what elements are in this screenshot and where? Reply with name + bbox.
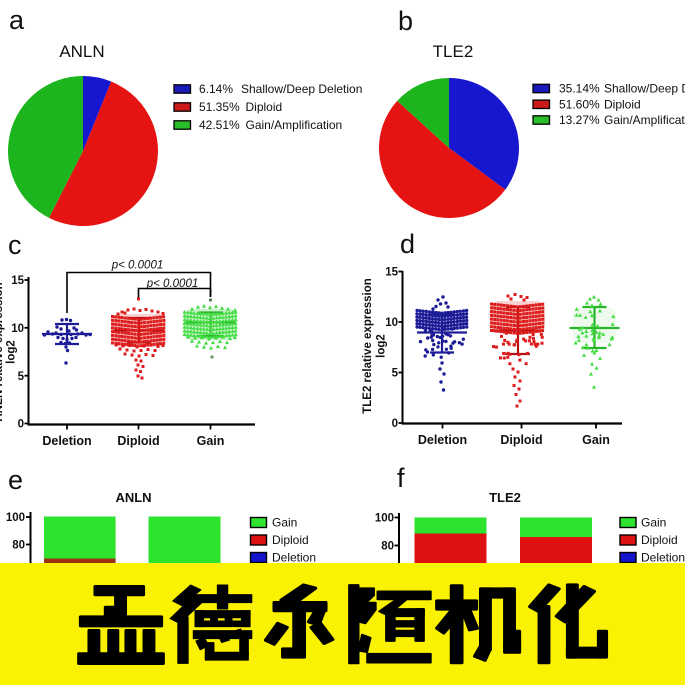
svg-text:15: 15 [385, 267, 398, 279]
svg-text:ANLN relative expression: ANLN relative expression [0, 282, 5, 421]
svg-text:a: a [9, 5, 25, 35]
svg-text:Gain: Gain [582, 433, 610, 447]
svg-text:42.51%: 42.51% [199, 118, 240, 132]
svg-text:Deletion: Deletion [418, 433, 467, 447]
svg-text:Deletion: Deletion [42, 434, 91, 448]
svg-text:51.35%: 51.35% [199, 100, 240, 114]
svg-text:10: 10 [385, 317, 398, 329]
svg-text:Gain/Amplification: Gain/Amplification [246, 118, 343, 132]
svg-text:TLE2: TLE2 [489, 490, 521, 505]
svg-text:p< 0.0001: p< 0.0001 [111, 260, 163, 272]
svg-text:Gain: Gain [272, 516, 297, 530]
svg-text:d: d [400, 229, 415, 259]
svg-text:Gain: Gain [197, 434, 225, 448]
svg-text:ANLN: ANLN [59, 42, 104, 61]
svg-text:100: 100 [6, 512, 25, 524]
svg-text:Gain/Amplification: Gain/Amplification [604, 113, 685, 127]
svg-text:p< 0.0001: p< 0.0001 [146, 278, 198, 290]
svg-text:5: 5 [18, 371, 25, 383]
svg-text:Diploid: Diploid [641, 533, 678, 547]
svg-text:0: 0 [392, 418, 398, 430]
svg-text:e: e [8, 465, 23, 495]
svg-text:Diploid: Diploid [500, 433, 542, 447]
svg-text:35.14%: 35.14% [559, 82, 600, 96]
svg-text:Shallow/Deep Deletion: Shallow/Deep Deletion [241, 82, 362, 96]
svg-text:Diploid: Diploid [246, 100, 283, 114]
svg-text:b: b [398, 6, 413, 36]
svg-text:Deletion: Deletion [641, 551, 685, 565]
svg-text:15: 15 [11, 275, 24, 287]
svg-text:80: 80 [381, 541, 394, 553]
svg-text:TLE2 relative expression: TLE2 relative expression [362, 278, 374, 414]
svg-text:Shallow/Deep Deletion: Shallow/Deep Deletion [604, 82, 685, 96]
svg-text:0: 0 [18, 419, 24, 431]
svg-text:log2: log2 [376, 334, 388, 358]
svg-text:Diploid: Diploid [604, 98, 641, 112]
svg-text:Diploid: Diploid [272, 533, 309, 547]
svg-text:Deletion: Deletion [272, 551, 316, 565]
svg-text:log2: log2 [6, 340, 18, 364]
svg-text:51.60%: 51.60% [559, 98, 600, 112]
svg-text:Diploid: Diploid [117, 434, 159, 448]
svg-text:100: 100 [375, 513, 394, 525]
svg-text:5: 5 [392, 368, 399, 380]
svg-text:ANLN: ANLN [115, 490, 151, 505]
svg-text:TLE2: TLE2 [433, 42, 474, 61]
svg-text:Gain: Gain [641, 516, 666, 530]
svg-text:6.14%: 6.14% [199, 82, 233, 96]
svg-text:c: c [8, 230, 22, 260]
svg-text:10: 10 [11, 323, 24, 335]
svg-text:f: f [397, 463, 405, 493]
svg-text:80: 80 [12, 540, 25, 552]
svg-text:13.27%: 13.27% [559, 113, 600, 127]
